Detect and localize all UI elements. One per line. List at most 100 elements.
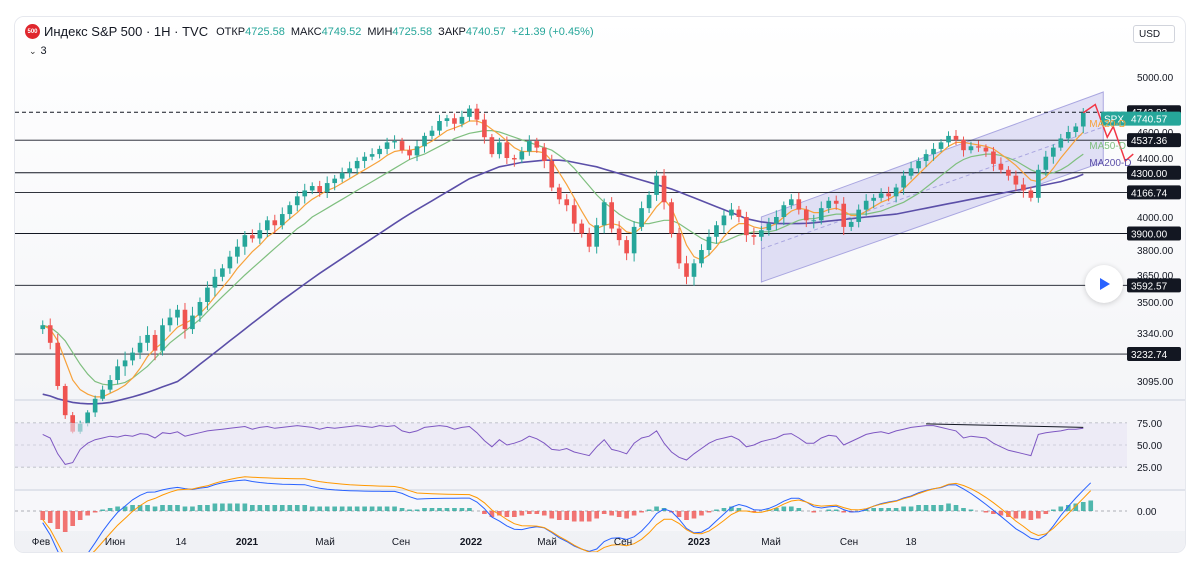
candle-body [923, 154, 929, 161]
candle-body [414, 146, 420, 156]
macd-histogram-bar [1043, 511, 1049, 514]
open-label: ОТКР [216, 25, 246, 38]
macd-histogram-bar [968, 509, 974, 511]
macd-histogram-bar [459, 508, 465, 511]
macd-histogram-bar [676, 511, 682, 517]
forecast-path [1082, 103, 1134, 163]
chart-canvas[interactable]: 5000.004600.004400.004000.003800.003650.… [15, 17, 1185, 552]
macd-histogram-bar [362, 506, 367, 511]
candle-body [684, 263, 689, 277]
low-label: МИН [367, 25, 393, 38]
candle-body [1028, 190, 1034, 198]
chevron-down-icon: ⌄ [29, 45, 37, 56]
ma-label: MA20-D [1089, 119, 1126, 130]
macd-histogram-bar [70, 511, 76, 526]
candle-body [519, 151, 525, 160]
macd-histogram-bar [624, 511, 629, 519]
candle-body [848, 221, 854, 227]
candle-body [407, 150, 412, 156]
candle-body [856, 209, 862, 222]
macd-histogram-bar [654, 506, 659, 511]
macd-histogram-bar [886, 508, 891, 511]
candle-body [818, 208, 824, 221]
candle-body [220, 268, 225, 277]
candle-body [264, 220, 270, 231]
open-value: 4725.58 [245, 25, 285, 38]
macd-histogram-bar [55, 511, 61, 529]
macd-histogram-bar [938, 505, 944, 511]
candle-body [938, 142, 944, 149]
price-level-tag-label: 3232.74 [1131, 350, 1168, 361]
macd-histogram-bar [62, 511, 68, 532]
candle-body [676, 233, 682, 264]
macd-histogram-bar [594, 511, 600, 519]
price-level-tag-label: 3900.00 [1131, 230, 1168, 241]
macd-histogram-bar [1073, 503, 1079, 511]
candle-body [467, 108, 472, 117]
play-button[interactable] [1085, 265, 1123, 303]
macd-histogram-bar [47, 511, 53, 523]
macd-histogram-bar [137, 505, 143, 511]
macd-histogram-bar [294, 505, 300, 511]
macd-histogram-bar [242, 503, 248, 511]
macd-histogram-bar [235, 503, 240, 511]
macd-histogram-bar [691, 511, 697, 519]
macd-histogram-bar [369, 506, 375, 511]
macd-histogram-bar [354, 506, 360, 511]
symbol-title[interactable]: Индекс S&P 500 · 1Н · TVC [44, 24, 209, 39]
candle-body [130, 352, 135, 361]
x-tick-label: Май [761, 537, 781, 548]
candle-body [212, 276, 218, 288]
indicators-toggle[interactable]: ⌄ 3 [29, 45, 47, 57]
candle-body [788, 199, 794, 206]
candle-body [175, 309, 180, 318]
candle-body [594, 225, 600, 247]
macd-histogram-bar [377, 506, 382, 511]
pane-divider-1 [15, 399, 1185, 401]
candle-body [714, 225, 719, 237]
macd-histogram-bar [833, 509, 839, 511]
y-tick-label: 3095.00 [1137, 377, 1174, 388]
macd-histogram-bar [122, 506, 128, 511]
macd-histogram-bar [781, 506, 787, 511]
candle-body [916, 160, 921, 169]
candle-body [699, 250, 704, 264]
last-price-tag [1101, 111, 1181, 126]
candle-body [55, 342, 61, 387]
macd-histogram-bar [631, 511, 637, 516]
macd-histogram-bar [444, 508, 450, 511]
candle-body [1013, 175, 1019, 185]
y-tick-label: 3650.00 [1137, 271, 1174, 282]
price-level-tag-label: 4300.00 [1131, 169, 1168, 180]
macd-histogram-bar [167, 505, 173, 511]
symbol-tag-label: SPX [1104, 115, 1124, 126]
macd-histogram-bar [152, 506, 158, 511]
macd-histogram-bar [1013, 511, 1019, 519]
macd-histogram-bar [541, 511, 547, 516]
pane-divider-2 [15, 489, 1185, 491]
macd-histogram-bar [721, 508, 727, 511]
candle-body [392, 141, 397, 143]
macd-histogram-bar [497, 511, 502, 516]
candle-body [489, 137, 495, 155]
macd-histogram-bar [115, 506, 120, 511]
macd-histogram-bar [272, 505, 278, 511]
play-icon [1100, 278, 1110, 290]
candle-body [616, 228, 622, 241]
candle-body [751, 235, 757, 237]
candle-body [953, 135, 959, 140]
x-tick-label: Сен [840, 537, 858, 548]
candle-body [377, 148, 382, 155]
macd-histogram-bar [946, 503, 951, 511]
candle-body [339, 172, 345, 179]
macd-histogram-bar [482, 511, 487, 514]
rsi-divergence-line [926, 423, 1084, 428]
macd-histogram-bar [526, 511, 532, 514]
macd-histogram-bar [953, 505, 959, 511]
macd-histogram-bar [901, 506, 906, 511]
currency-button[interactable]: USD [1133, 25, 1175, 43]
x-tick-label: Сен [614, 537, 632, 548]
candle-body [863, 200, 869, 210]
candle-body [908, 168, 914, 176]
candle-body [302, 190, 308, 197]
